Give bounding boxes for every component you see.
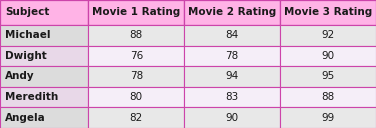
- Text: Movie 3 Rating: Movie 3 Rating: [284, 7, 372, 18]
- Bar: [280, 66, 376, 87]
- Bar: [184, 46, 280, 66]
- Text: 95: 95: [321, 71, 335, 82]
- Text: 92: 92: [321, 30, 335, 40]
- Text: 88: 88: [321, 92, 335, 102]
- Text: Subject: Subject: [5, 7, 49, 18]
- Text: 90: 90: [321, 51, 335, 61]
- Bar: [88, 87, 184, 107]
- Bar: [0, 0, 88, 25]
- Bar: [0, 87, 88, 107]
- Text: Angela: Angela: [5, 113, 45, 123]
- Bar: [0, 107, 88, 128]
- Text: Movie 1 Rating: Movie 1 Rating: [92, 7, 180, 18]
- Bar: [280, 25, 376, 46]
- Bar: [280, 87, 376, 107]
- Text: Michael: Michael: [5, 30, 50, 40]
- Bar: [88, 25, 184, 46]
- Bar: [184, 25, 280, 46]
- Text: 82: 82: [130, 113, 143, 123]
- Text: 99: 99: [321, 113, 335, 123]
- Bar: [88, 107, 184, 128]
- Bar: [280, 0, 376, 25]
- Text: 88: 88: [130, 30, 143, 40]
- Bar: [184, 66, 280, 87]
- Text: 80: 80: [130, 92, 143, 102]
- Bar: [0, 25, 88, 46]
- Bar: [280, 46, 376, 66]
- Text: 78: 78: [130, 71, 143, 82]
- Text: Movie 2 Rating: Movie 2 Rating: [188, 7, 276, 18]
- Text: 94: 94: [226, 71, 239, 82]
- Text: 84: 84: [226, 30, 239, 40]
- Bar: [88, 66, 184, 87]
- Bar: [184, 87, 280, 107]
- Text: Meredith: Meredith: [5, 92, 58, 102]
- Text: 76: 76: [130, 51, 143, 61]
- Text: Dwight: Dwight: [5, 51, 47, 61]
- Text: Andy: Andy: [5, 71, 35, 82]
- Bar: [0, 46, 88, 66]
- Bar: [0, 66, 88, 87]
- Bar: [88, 46, 184, 66]
- Bar: [88, 0, 184, 25]
- Bar: [280, 107, 376, 128]
- Bar: [184, 0, 280, 25]
- Text: 83: 83: [226, 92, 239, 102]
- Text: 78: 78: [226, 51, 239, 61]
- Bar: [184, 107, 280, 128]
- Text: 90: 90: [226, 113, 239, 123]
